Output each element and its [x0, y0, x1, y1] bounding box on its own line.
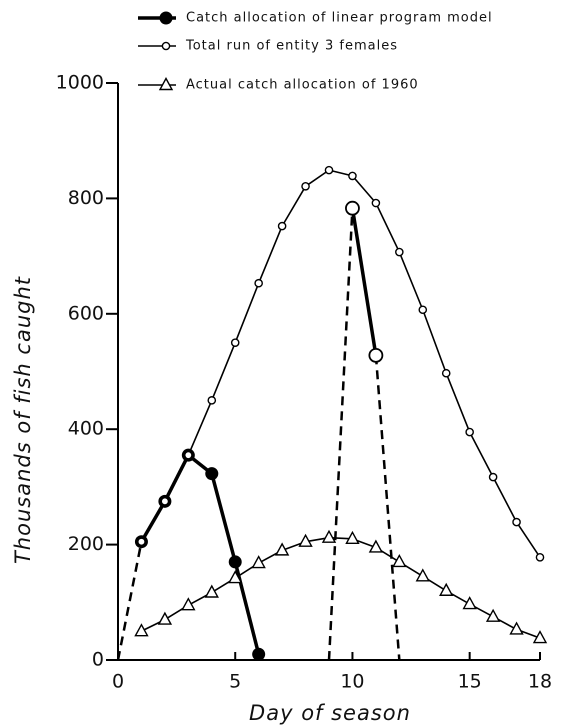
line-segment — [210, 473, 237, 563]
point — [348, 171, 357, 181]
point — [512, 517, 521, 527]
y-tick-label: 600 — [68, 302, 104, 324]
dashed-segment — [327, 208, 354, 661]
point — [298, 533, 313, 547]
point — [395, 247, 404, 257]
series-line — [141, 536, 541, 639]
point — [465, 427, 474, 437]
point — [462, 596, 477, 610]
point — [532, 630, 548, 644]
point — [274, 542, 290, 556]
x-tick-label: 10 — [340, 671, 364, 693]
point — [324, 165, 334, 175]
legend-label: Catch allocation of linear program model — [186, 11, 493, 26]
point — [488, 472, 498, 482]
point — [321, 529, 337, 543]
legend-label: Total run of entity 3 females — [185, 39, 398, 54]
point — [277, 221, 287, 231]
point — [137, 537, 146, 547]
y-axis-label: Thousands of fish caught — [11, 276, 35, 564]
point — [252, 647, 266, 661]
point — [345, 530, 360, 545]
x-tick-label: 0 — [112, 671, 124, 693]
point — [204, 584, 219, 598]
point — [159, 11, 173, 25]
x-tick-label: 5 — [229, 671, 241, 693]
point — [418, 305, 428, 315]
x-tick-label: 15 — [458, 671, 482, 693]
point — [368, 539, 384, 553]
point — [184, 450, 193, 460]
point — [535, 552, 545, 562]
point — [415, 568, 430, 582]
point — [371, 198, 381, 208]
point — [228, 555, 242, 569]
line-segment — [350, 207, 378, 356]
point — [439, 582, 454, 596]
y-tick-label: 0 — [92, 649, 104, 671]
point — [301, 181, 310, 191]
point — [254, 278, 263, 288]
point — [509, 621, 524, 635]
y-tick-label: 200 — [68, 533, 104, 555]
point — [181, 597, 196, 611]
point — [205, 467, 219, 481]
point — [441, 368, 451, 378]
point — [134, 623, 149, 637]
dashed-segment — [374, 355, 401, 661]
point — [161, 41, 171, 51]
legend-label: Actual catch allocation of 1960 — [186, 78, 419, 93]
point — [251, 555, 266, 569]
point — [160, 497, 170, 506]
point — [368, 347, 384, 363]
x-axis-label: Day of season — [249, 701, 411, 725]
point — [207, 396, 217, 405]
point — [157, 611, 173, 625]
point — [158, 77, 174, 91]
point — [485, 608, 501, 622]
point — [228, 570, 243, 584]
series-line — [140, 169, 541, 558]
point — [392, 553, 407, 568]
y-tick-label: 400 — [68, 418, 104, 440]
y-tick-label: 1000 — [56, 72, 104, 94]
x-tick-label: 18 — [528, 671, 552, 693]
point — [345, 200, 360, 216]
dashed-segment — [116, 541, 143, 661]
point — [230, 338, 240, 347]
y-tick-label: 800 — [68, 187, 104, 209]
